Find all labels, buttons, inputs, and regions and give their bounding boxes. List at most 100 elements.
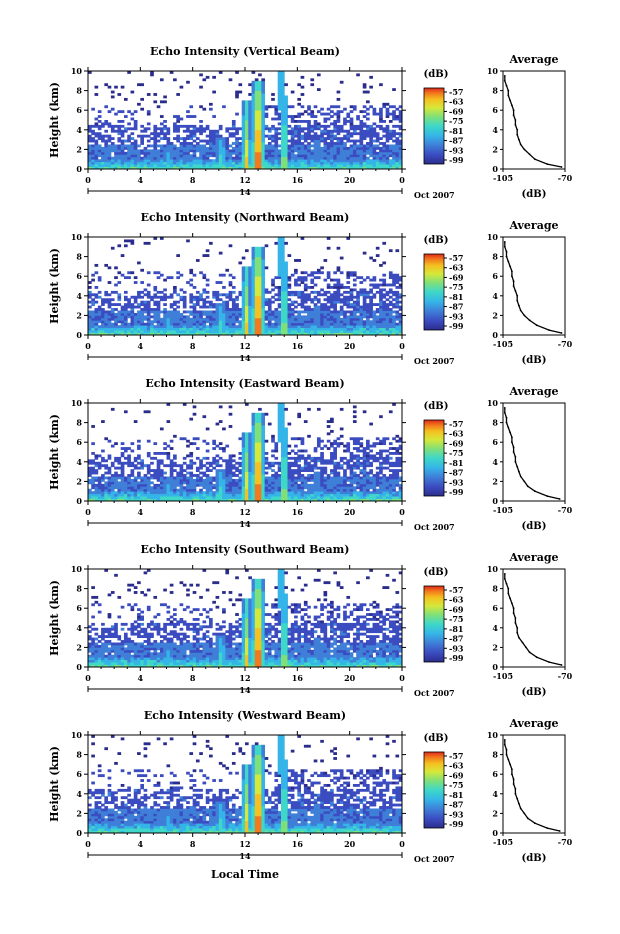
- heatmap-cell: [189, 325, 193, 328]
- heatmap-cell: [369, 154, 373, 157]
- heatmap-cell: [359, 149, 363, 152]
- heatmap-cell: [242, 459, 246, 462]
- heatmap-cell: [131, 450, 135, 453]
- heatmap-cell: [320, 315, 324, 318]
- heatmap-cell: [274, 477, 278, 480]
- heatmap-cell: [163, 484, 167, 487]
- heatmap-cell: [147, 284, 151, 287]
- heatmap-cell: [193, 323, 197, 326]
- heatmap-cell: [373, 110, 377, 113]
- heatmap-cell: [222, 428, 226, 431]
- heatmap-cell: [333, 284, 337, 287]
- heatmap-cell: [252, 328, 256, 331]
- heatmap-cell: [281, 137, 285, 140]
- heatmap-cell: [95, 457, 99, 460]
- heatmap-cell: [173, 320, 177, 323]
- heatmap-cell: [114, 479, 118, 482]
- heatmap-cell: [137, 83, 141, 86]
- heatmap-cell: [101, 459, 105, 462]
- heatmap-cell: [278, 122, 282, 125]
- heatmap-cell: [202, 149, 206, 152]
- heatmap-cell: [117, 145, 121, 148]
- heatmap-cell: [278, 154, 282, 157]
- heatmap-cell: [229, 154, 233, 157]
- heatmap-cell: [88, 162, 92, 165]
- heatmap-cell: [232, 303, 236, 306]
- heatmap-cell: [369, 125, 373, 128]
- heatmap-cell: [157, 320, 161, 323]
- heatmap-cell: [333, 127, 337, 130]
- heatmap-cell: [219, 315, 223, 318]
- heatmap-cell: [337, 328, 341, 331]
- heatmap-cell: [238, 145, 242, 148]
- heatmap-cell: [173, 137, 177, 140]
- heatmap-cell: [91, 164, 95, 167]
- heatmap-cell: [271, 145, 275, 148]
- heatmap-cell: [147, 152, 151, 155]
- heatmap-cell: [147, 306, 151, 309]
- heatmap-cell: [268, 147, 272, 150]
- heatmap-cell: [153, 127, 157, 130]
- heatmap-cell: [176, 491, 180, 494]
- heatmap-cell: [189, 454, 193, 457]
- heatmap-cell: [108, 152, 112, 155]
- heatmap-cell: [173, 122, 177, 125]
- heatmap-cell: [202, 311, 206, 314]
- heatmap-cell: [395, 274, 399, 277]
- heatmap-cell: [202, 140, 206, 143]
- heatmap-cell: [281, 279, 285, 282]
- heatmap-cell: [255, 313, 259, 316]
- heatmap-cell: [183, 491, 187, 494]
- heatmap-cell: [245, 122, 249, 125]
- heatmap-cell: [291, 127, 295, 130]
- heatmap-cell: [140, 159, 144, 162]
- heatmap-cell: [206, 325, 210, 328]
- heatmap-cell: [366, 296, 370, 299]
- heatmap-cell: [248, 132, 252, 135]
- heatmap-cell: [265, 162, 269, 165]
- heatmap-cell: [95, 491, 99, 494]
- heatmap-cell: [324, 137, 328, 140]
- heatmap-cell: [232, 276, 236, 279]
- heatmap-cell: [268, 137, 272, 140]
- heatmap-cell: [229, 132, 233, 135]
- heatmap-cell: [278, 464, 282, 467]
- heatmap-cell: [104, 83, 108, 86]
- heatmap-cell: [356, 311, 360, 314]
- heatmap-cell: [176, 315, 180, 318]
- heatmap-cell: [229, 159, 233, 162]
- heatmap-cell: [255, 257, 259, 260]
- heatmap-cell: [389, 130, 393, 133]
- heatmap-cell: [363, 115, 367, 118]
- heatmap-cell: [98, 325, 102, 328]
- heatmap-cell: [183, 479, 187, 482]
- heatmap-cell: [359, 323, 363, 326]
- heatmap-cell: [199, 125, 203, 128]
- heatmap-cell: [333, 301, 337, 304]
- heatmap-cell: [288, 276, 292, 279]
- heatmap-cell: [278, 88, 282, 91]
- heatmap-cell: [389, 271, 393, 274]
- heatmap-cell: [255, 450, 259, 453]
- heatmap-cell: [189, 164, 193, 167]
- heatmap-cell: [163, 125, 167, 128]
- heatmap-cell: [147, 486, 151, 489]
- heatmap-cell: [265, 315, 269, 318]
- heatmap-cell: [127, 127, 131, 130]
- heatmap-cell: [395, 154, 399, 157]
- heatmap-cell: [232, 479, 236, 482]
- heatmap-cell: [144, 410, 148, 413]
- heatmap-cell: [153, 147, 157, 150]
- heatmap-cell: [91, 140, 95, 143]
- heatmap-cell: [242, 159, 246, 162]
- heatmap-cell: [369, 325, 373, 328]
- heatmap-cell: [278, 486, 282, 489]
- heatmap-cell: [193, 132, 197, 135]
- heatmap-cell: [258, 269, 262, 272]
- heatmap-cell: [173, 152, 177, 155]
- heatmap-cell: [297, 293, 301, 296]
- heatmap-cell: [291, 140, 295, 143]
- heatmap-cell: [242, 118, 246, 121]
- heatmap-cell: [281, 159, 285, 162]
- heatmap-cell: [131, 494, 135, 497]
